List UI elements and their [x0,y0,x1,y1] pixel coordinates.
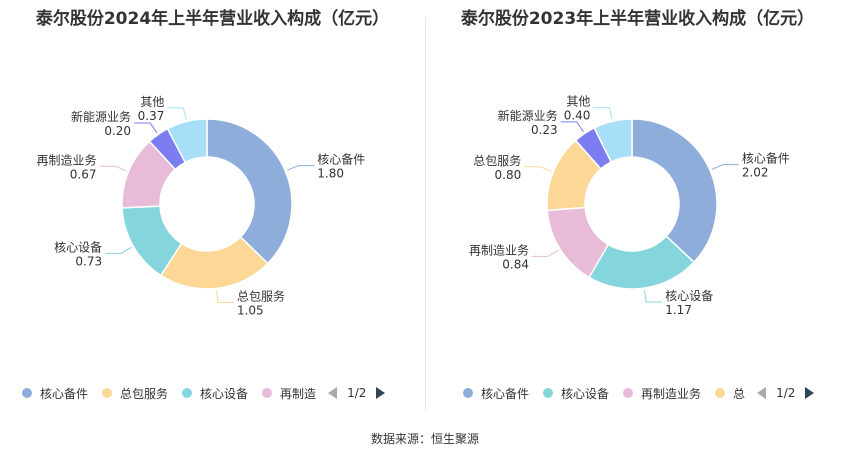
legend-page-indicator: 1/2 [347,386,367,400]
slice-value: 0.80 [495,168,522,182]
legend: 核心备件 核心设备 再制造业务 总 1/2 [463,382,815,404]
leader-line [216,290,234,303]
legend-dot [543,388,554,398]
leader-line [167,107,187,120]
leader-line [287,165,315,171]
legend-label: 核心备件 [40,386,89,401]
next-page-icon[interactable] [376,387,386,399]
legend-pager: 1/2 [757,386,815,400]
legend-dot [102,388,113,398]
slice-value: 1.80 [317,167,344,181]
slice-value: 0.67 [70,167,97,181]
pie-slice[interactable] [593,118,633,163]
legend-dot [182,388,193,398]
leader-line [134,122,158,134]
legend-pager: 1/2 [328,386,386,400]
slice-label: 核心备件 [742,152,790,166]
slice-label: 核心备件 [317,153,365,167]
slice-value: 0.84 [502,257,529,271]
leader-line [643,290,663,303]
slice-value: 0.20 [104,124,131,138]
legend-dot [623,388,634,398]
pie-slice[interactable] [206,118,293,265]
leader-line [524,166,552,172]
slice-label: 新能源业务 [71,109,131,124]
slice-label: 新能源业务 [498,108,558,123]
data-source: 数据来源：恒生聚源 [370,432,479,446]
leader-line [711,164,739,170]
prev-page-icon[interactable] [757,387,767,399]
slice-label: 其他 [566,95,590,109]
legend-page-indicator: 1/2 [776,386,796,400]
leader-line [99,165,127,172]
slice-label: 总包服务 [473,153,521,168]
slice-label: 总包服务 [237,288,285,303]
slice-value: 1.05 [237,303,264,317]
legend-item[interactable]: 核心备件 [22,385,88,402]
chart-title: 泰尔股份2024年上半年营业收入构成（亿元） [35,9,390,29]
legend: 核心备件 总包服务 核心设备 再制造 1/2 [22,382,386,404]
legend-item[interactable]: 再制造业务 [623,385,701,402]
legend-item[interactable]: 总 [715,385,745,402]
legend-dot [22,388,32,398]
slice-value: 2.02 [742,166,769,180]
legend-label: 再制造业务 [641,386,702,401]
leader-line [105,246,132,254]
slice-value: 0.40 [564,109,591,123]
legend-item[interactable]: 核心设备 [543,385,609,402]
leader-line [560,121,584,133]
legend-item[interactable]: 再制造 [262,385,316,402]
donut-chart: 核心备件1.80总包服务1.05核心设备0.73再制造业务0.67新能源业务0.… [36,95,365,318]
slice-value: 0.37 [138,109,165,123]
legend-label: 总 [733,386,746,401]
legend-label: 核心备件 [481,386,530,401]
legend-item[interactable]: 核心备件 [463,385,529,402]
slice-value: 0.73 [75,254,102,268]
slice-value: 0.23 [531,123,558,137]
panel-divider [425,18,426,410]
pie-slice[interactable] [631,118,718,264]
legend-dot [262,388,273,398]
legend-item[interactable]: 总包服务 [102,385,168,402]
legend-label: 核心设备 [200,386,249,401]
legend-dot [463,388,473,398]
chart-title: 泰尔股份2023年上半年营业收入构成（亿元） [460,9,815,29]
leader-line [532,249,559,257]
prev-page-icon[interactable] [328,387,338,399]
legend-label: 总包服务 [120,386,169,401]
slice-label: 再制造业务 [36,152,96,167]
pie-slice[interactable] [166,118,208,164]
slice-label: 其他 [140,95,164,109]
legend-dot [715,388,726,398]
slice-value: 1.17 [665,303,692,317]
legend-label: 再制造 [280,386,317,401]
legend-item[interactable]: 核心设备 [182,385,248,402]
chart-panel-2023: 泰尔股份2023年上半年营业收入构成（亿元） 核心备件 2.02 核心设备 1.17 再… [425,0,850,420]
slice-label: 核心设备 [54,240,102,254]
donut-chart: 核心备件2.02核心设备1.17再制造业务0.84总包服务0.80新能源业务0.… [469,95,790,317]
chart-panel-2024: 泰尔股份2024年上半年营业收入构成（亿元） 核心备件 1.80 总包服务 1.05 核… [0,0,425,420]
slice-label: 核心设备 [665,289,713,303]
slice-label: 再制造业务 [469,242,529,257]
legend-label: 核心设备 [561,386,610,401]
leader-line [593,107,613,120]
next-page-icon[interactable] [805,387,815,399]
